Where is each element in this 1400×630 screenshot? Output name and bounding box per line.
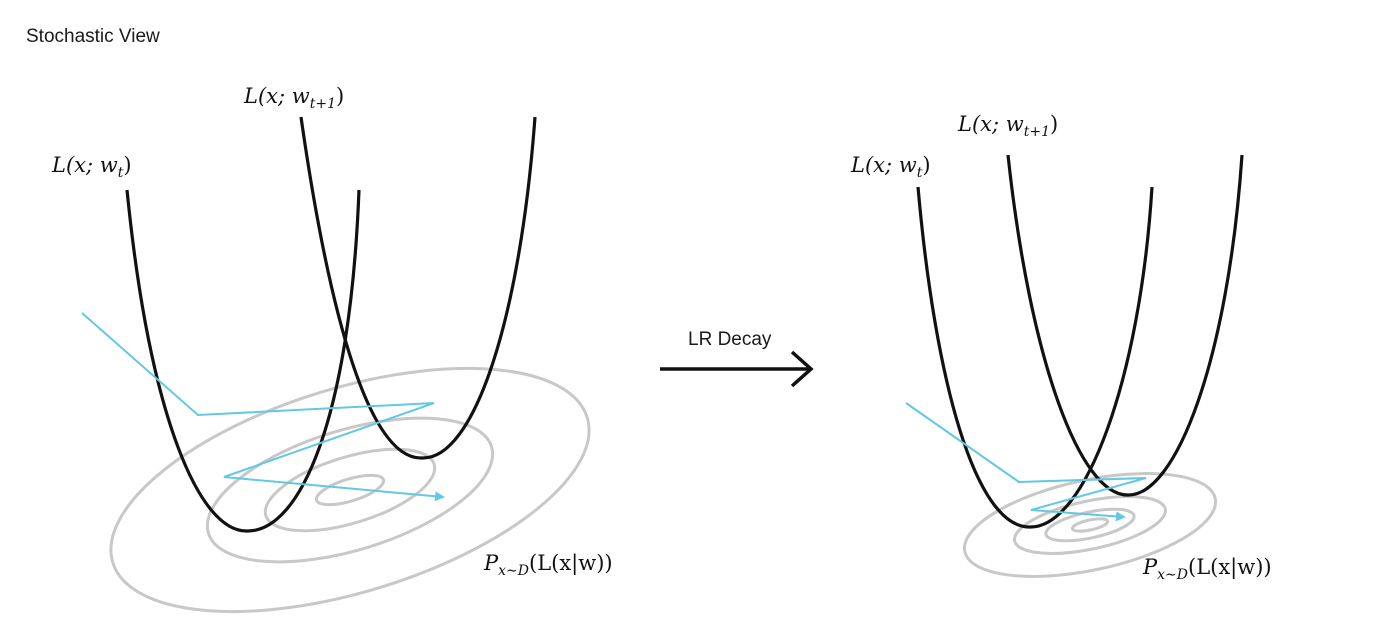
lr-decay-label: LR Decay bbox=[688, 329, 772, 350]
left-distribution-label: Px∼D(L(x|w)) bbox=[483, 551, 613, 579]
lr-decay-arrow bbox=[660, 350, 814, 388]
right-label-wt: L(x; wt) bbox=[850, 153, 931, 181]
right-label-wt1: L(x; wt+1) bbox=[957, 112, 1058, 140]
right-contour-2 bbox=[1013, 495, 1167, 555]
right-distribution-label: Px∼D(L(x|w)) bbox=[1142, 555, 1272, 583]
left-contours bbox=[109, 366, 591, 614]
left-panel: L(x; wt) L(x; wt+1) Px∼D(L(x|w)) bbox=[51, 84, 613, 614]
left-loss-curve-wt bbox=[125, 189, 361, 533]
page-title: Stochastic View bbox=[26, 26, 160, 47]
left-loss-curve-wt1 bbox=[299, 116, 537, 460]
left-sgd-path bbox=[81, 312, 445, 502]
right-loss-curve-wt1 bbox=[1006, 154, 1244, 497]
right-sgd-path bbox=[905, 402, 1147, 522]
right-panel: L(x; wt) L(x; wt+1) Px∼D(L(x|w)) bbox=[850, 112, 1272, 583]
left-label-wt: L(x; wt) bbox=[51, 153, 132, 181]
right-contour-3 bbox=[1044, 507, 1136, 543]
left-contour-inner bbox=[314, 473, 386, 507]
right-loss-curve-wt bbox=[916, 186, 1154, 529]
right-contour-inner bbox=[1070, 517, 1110, 533]
left-contour-2 bbox=[205, 416, 495, 564]
left-label-wt1: L(x; wt+1) bbox=[243, 84, 344, 112]
left-contour-outer bbox=[109, 366, 591, 614]
left-contour-3 bbox=[263, 447, 437, 533]
